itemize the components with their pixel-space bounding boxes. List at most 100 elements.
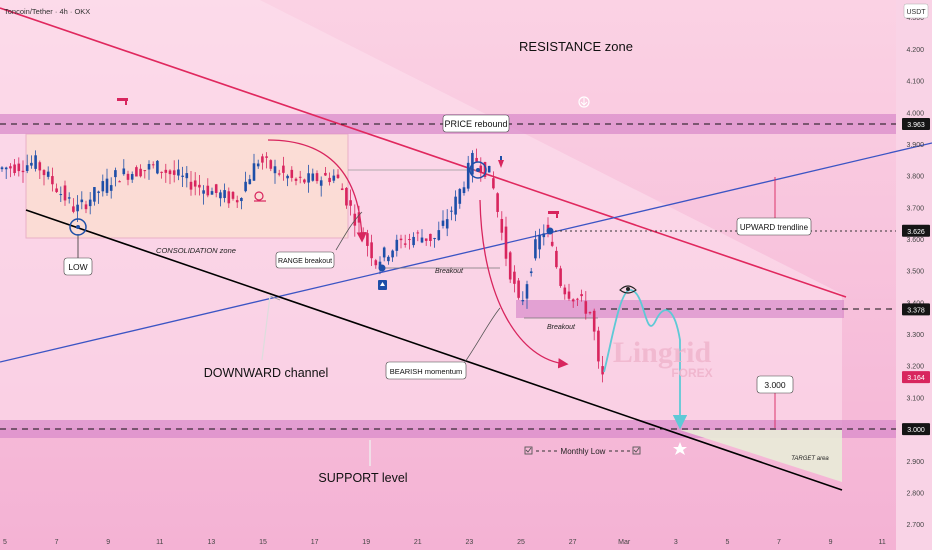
candle-body	[529, 271, 533, 274]
candle-body	[408, 239, 411, 241]
candle-body	[550, 241, 554, 246]
candle-body	[555, 250, 558, 268]
candle-body	[429, 233, 432, 241]
candle-body	[445, 219, 449, 229]
y-tick-label: 2.900	[906, 459, 924, 466]
label-support-level: SUPPORT level	[318, 471, 407, 485]
candle-body	[580, 294, 583, 297]
candle-body	[21, 170, 25, 173]
candle-body	[513, 271, 516, 284]
label-downward-channel: DOWNWARD channel	[204, 366, 329, 380]
label-bearish-momentum: BEARISH momentum	[390, 367, 463, 376]
candle-body	[391, 250, 394, 258]
candle-body	[72, 206, 75, 212]
candle-body	[84, 204, 88, 210]
candle-body	[525, 284, 529, 299]
y-tick-label: 2.800	[906, 490, 924, 497]
price-label: 3.164	[907, 375, 925, 382]
label-resistance-zone: RESISTANCE zone	[519, 39, 633, 54]
y-tick-label: 2.700	[906, 522, 924, 529]
candle-body	[139, 168, 142, 177]
candle-body	[538, 234, 541, 250]
candle-body	[521, 300, 525, 302]
label-price-rebound: PRICE rebound	[444, 119, 507, 129]
y-tick-label: 4.300	[906, 15, 924, 22]
candle-body	[332, 175, 336, 181]
candle-body	[534, 239, 537, 259]
breakout-dot-1	[378, 264, 386, 272]
candle-body	[437, 230, 441, 240]
candle-body	[38, 162, 42, 171]
candle-body	[374, 260, 378, 266]
candle-body	[475, 157, 478, 162]
candle-body	[277, 173, 281, 175]
label-box-low: LOW	[63, 257, 93, 276]
x-tick-label: 23	[466, 539, 474, 546]
x-axis[interactable]: 5 7 9 11 13 15 17 19 21 23 25 27 Mar 3 5 7 9 11	[3, 539, 886, 546]
x-tick-label: 11	[156, 539, 163, 546]
x-tick-label: 25	[517, 539, 525, 546]
label-box-range-breakout: RANGE breakout	[275, 251, 335, 269]
price-scale-panel	[896, 0, 932, 550]
x-tick-label: 21	[414, 539, 422, 546]
candle-body	[592, 310, 596, 332]
candle-body	[466, 162, 470, 189]
arrow-range-drop	[267, 139, 367, 243]
candle-body	[454, 196, 457, 215]
checkbox-icon	[632, 446, 641, 455]
candle-body	[97, 191, 100, 193]
x-tick-label: 9	[106, 539, 110, 546]
candle-body	[273, 166, 277, 174]
candle-body	[181, 175, 184, 177]
candle-body	[46, 171, 50, 177]
price-label-bg	[902, 118, 930, 130]
rebound-circle-dot	[476, 168, 480, 172]
candle-body	[576, 298, 579, 300]
candle-body	[143, 170, 147, 172]
candle-body	[34, 155, 37, 169]
upward-trendline	[0, 142, 932, 363]
candle-body	[160, 171, 163, 173]
candle-body	[517, 280, 520, 298]
snail-icon	[254, 191, 266, 202]
label-target-area: TARGET area	[791, 456, 829, 462]
label-breakout-2: Breakout	[547, 324, 576, 331]
candle-body	[353, 213, 357, 226]
y-tick-label: 3.600	[906, 237, 924, 244]
label-consolidation-zone: CONSOLIDATION zone	[156, 246, 236, 255]
candle-body	[151, 164, 155, 166]
x-tick-label: 7	[55, 539, 59, 546]
y-tick-label: 3.500	[906, 269, 924, 276]
y-tick-label: 4.100	[906, 79, 924, 86]
candle-body	[265, 156, 268, 158]
up-marker-icon	[378, 280, 387, 290]
candle-body	[546, 224, 550, 231]
candle-body	[240, 197, 243, 202]
candle-body	[227, 191, 231, 204]
candle-body	[235, 200, 239, 203]
candle-body	[571, 299, 575, 302]
candle-body	[223, 190, 226, 198]
candle-body	[294, 178, 298, 181]
candle-body	[311, 173, 315, 181]
candle-body	[567, 291, 571, 299]
candle-body	[345, 187, 348, 206]
breakout-dot-2	[546, 227, 554, 235]
checkbox-icon	[524, 446, 533, 455]
down-arrow-icon	[578, 96, 590, 108]
candle-body	[4, 167, 8, 170]
x-tick-label: 5	[3, 539, 7, 546]
pointer-downward-channel	[269, 295, 281, 301]
candle-body	[462, 187, 466, 194]
candle-body	[496, 193, 499, 212]
currency-label: USDT	[906, 9, 926, 16]
candle-body	[51, 176, 54, 185]
candle-body	[261, 156, 264, 163]
candle-body	[584, 301, 588, 314]
label-range-breakout: RANGE breakout	[278, 258, 332, 265]
x-tick-label: 15	[259, 539, 267, 546]
candle-body	[366, 233, 369, 246]
label-box-upward-trendline: UPWARD trendline	[736, 217, 812, 236]
